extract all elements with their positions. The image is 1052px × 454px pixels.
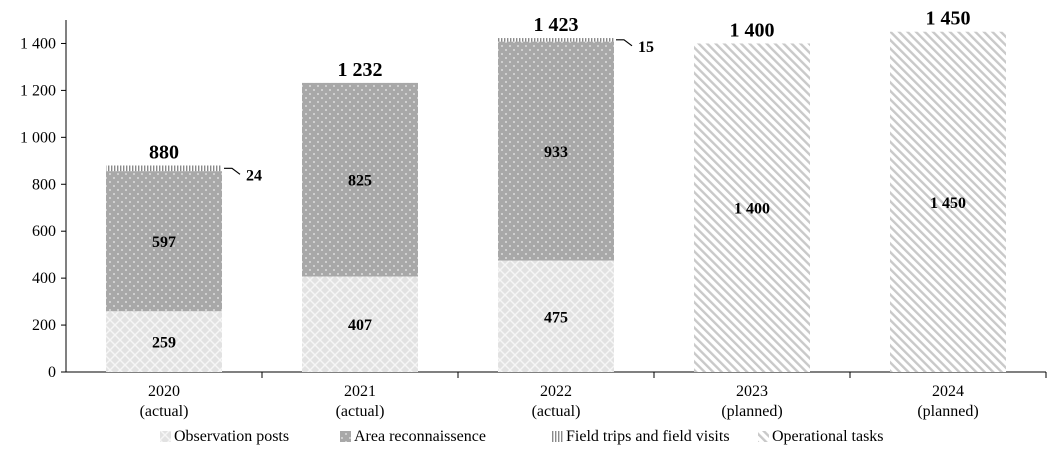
data-label-observation-posts: 407 bbox=[348, 317, 372, 334]
legend-label-area-reconnaissance: Area reconnaissence bbox=[354, 428, 486, 445]
axes: 0 200 400 600 800 1 000 1 200 1 400 2020 (actual)… bbox=[20, 20, 1047, 420]
y-tick-label: 200 bbox=[32, 317, 56, 334]
legend-label-operational-tasks: Operational tasks bbox=[772, 428, 884, 445]
y-tick-label: 1 400 bbox=[20, 35, 56, 52]
total-label: 1 232 bbox=[338, 59, 383, 81]
total-label: 880 bbox=[149, 141, 179, 163]
y-tick-label: 1 000 bbox=[20, 129, 56, 146]
data-label-field-trips: 15 bbox=[638, 39, 654, 56]
y-tick-label: 1 200 bbox=[20, 82, 56, 99]
x-tick-label-year: 2020 bbox=[148, 383, 180, 400]
x-tick-label-year: 2022 bbox=[540, 383, 572, 400]
y-tick-label: 600 bbox=[32, 223, 56, 240]
data-label-area-reconnaissance: 933 bbox=[544, 144, 568, 161]
legend-swatch-field-trips bbox=[552, 431, 563, 442]
legend: Observation posts Area reconnaissence Fiel… bbox=[160, 428, 884, 445]
legend-label-observation-posts: Observation posts bbox=[174, 428, 289, 445]
data-label-observation-posts: 259 bbox=[152, 335, 176, 352]
x-tick-label-status: (planned) bbox=[721, 403, 782, 420]
bar-segment-field-trips bbox=[106, 165, 222, 172]
y-tick-label: 0 bbox=[48, 364, 56, 381]
data-label-field-trips: 24 bbox=[246, 167, 262, 184]
bar-segment-operational-tasks bbox=[890, 31, 1006, 372]
legend-swatch-area-reconnaissance bbox=[340, 431, 351, 442]
x-tick-label-status: (actual) bbox=[532, 403, 581, 420]
y-tick-label: 400 bbox=[32, 270, 56, 287]
bar-segment-observation-posts bbox=[106, 311, 222, 372]
bar-segment-observation-posts bbox=[498, 260, 614, 372]
y-tick-label: 800 bbox=[32, 176, 56, 193]
bar-segment-area-reconnaissance bbox=[498, 41, 614, 261]
x-tick-label-status: (planned) bbox=[917, 403, 978, 420]
data-label-operational-tasks: 1 400 bbox=[734, 201, 770, 218]
legend-swatch-observation-posts bbox=[160, 431, 171, 442]
callout-leader bbox=[224, 167, 241, 175]
data-label-area-reconnaissance: 825 bbox=[348, 173, 372, 190]
total-label: 1 450 bbox=[926, 8, 971, 30]
x-tick-label-status: (actual) bbox=[336, 403, 385, 420]
bar-segment-operational-tasks bbox=[694, 43, 810, 372]
bar-segment-observation-posts bbox=[302, 276, 418, 372]
total-label: 1 400 bbox=[730, 19, 775, 41]
bar-segment-area-reconnaissance bbox=[106, 171, 222, 312]
legend-swatch-operational-tasks bbox=[758, 431, 769, 442]
x-tick-label-year: 2024 bbox=[932, 383, 964, 400]
x-tick-label-year: 2023 bbox=[736, 383, 768, 400]
total-label: 1 423 bbox=[534, 14, 579, 36]
bars bbox=[106, 31, 1006, 372]
x-tick-label-year: 2021 bbox=[344, 383, 376, 400]
data-label-operational-tasks: 1 450 bbox=[930, 195, 966, 212]
legend-label-field-trips: Field trips and field visits bbox=[566, 428, 730, 445]
bar-segment-area-reconnaissance bbox=[302, 82, 418, 277]
data-label-area-reconnaissance: 597 bbox=[152, 234, 176, 251]
labels: 259 597 24 880 407 825 1 232 475 933 15 1 423 1 400… bbox=[149, 8, 971, 352]
x-tick-label-status: (actual) bbox=[140, 403, 189, 420]
data-label-observation-posts: 475 bbox=[544, 309, 568, 326]
bar-segment-field-trips bbox=[498, 38, 614, 42]
callout-leader bbox=[616, 39, 633, 47]
